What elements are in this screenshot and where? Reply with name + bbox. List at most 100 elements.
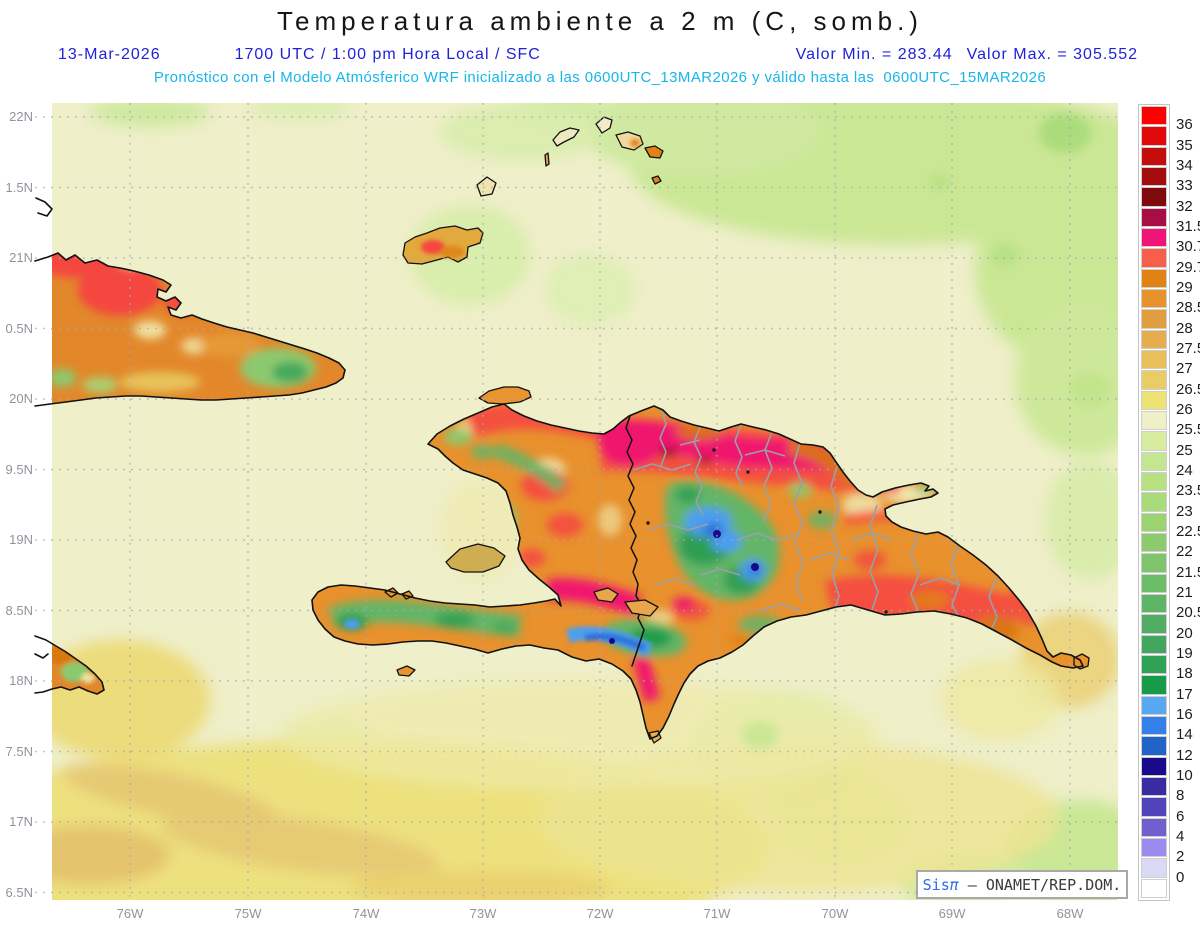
forecast-time: 1700 UTC / 1:00 pm Hora Local / SFC [234,46,541,63]
colorbar-box [1141,166,1167,187]
colorbar-box [1141,837,1167,858]
gonave-island [445,543,506,573]
header-info-line: 13-Mar-2026 1700 UTC / 1:00 pm Hora Loca… [0,46,1200,64]
y-axis-tick-label: 22N [9,109,33,124]
y-axis-tick-label: 20N [9,391,33,406]
colorbar-tick-label: 21.5 [1176,563,1200,581]
colorbar-tick-label: 2 [1176,848,1185,866]
pi-icon: π [949,875,959,894]
colorbar-box [1141,573,1167,593]
colorbar-box [1141,309,1167,329]
jamaica-coastline [34,635,105,695]
valor-max: Valor Max. = 305.552 [966,46,1138,63]
colorbar-box [1141,756,1167,776]
y-axis-tick-label: 1.5N [5,179,33,195]
colorbar-box [1141,126,1167,146]
colorbar-box [1141,593,1167,614]
x-axis-tick-label: 74W [352,906,380,921]
colorbar-tick-label: 20 [1176,624,1193,642]
x-axis-tick-label: 76W [116,906,144,921]
colorbar-box [1141,410,1167,431]
lake-azuei [593,587,619,603]
y-axis-tick-label: 9.5N [5,461,33,477]
colorbar-box [1141,614,1167,634]
colorbar-tick-label: 33 [1176,177,1193,195]
colorbar-tick-label: 34 [1176,156,1193,174]
x-axis-tick-label: 72W [586,906,614,921]
colorbar-box [1141,878,1167,898]
ile-a-vache [396,665,416,677]
x-axis-tick-label: 73W [469,906,497,921]
colorbar-tick-label: 25.5 [1176,421,1200,439]
y-axis-tick-label: 7.5N [5,743,33,759]
colorbar-box [1141,736,1167,756]
x-axis-tick-label: 75W [234,906,262,921]
model-init-line: Pronóstico con el Modelo Atmósferico WRF… [153,69,1047,86]
colorbar-box [1141,695,1167,715]
colorbar-tick-label: 25 [1176,441,1193,459]
colorbar-box [1141,654,1167,675]
colorbar-tick-label: 18 [1176,665,1193,683]
y-axis-tick-label: 0.5N [5,320,33,336]
y-axis-tick-label: 19N [9,532,33,547]
colorbar-tick-label: 27 [1176,360,1193,378]
small-islands [384,116,1090,744]
little-inagua-island [476,176,497,197]
colorbar-tick-label: 12 [1176,746,1193,764]
colorbar-box [1141,146,1167,167]
x-axis-tick-label: 69W [938,906,966,921]
forecast-date: 13-Mar-2026 [58,46,161,63]
colorbar-box [1141,675,1167,695]
page-title: Temperatura ambiente a 2 m (C, somb.) [277,6,923,36]
colorbar-box [1141,187,1167,207]
x-axis-tick-label: 70W [821,906,849,921]
colorbar-tick-label: 27.5 [1176,339,1200,357]
colorbar-box [1141,776,1167,797]
colorbar-box [1141,106,1167,126]
colorbar-box [1141,512,1167,532]
header: Temperatura ambiente a 2 m (C, somb.) 13… [0,0,1200,86]
colorbar-box [1141,858,1167,878]
grid-lines [35,103,1118,900]
colorbar-box [1141,370,1167,390]
watermark-badge: Sis π – ONAMET/REP.DOM. [916,870,1128,899]
coastlines [34,197,1084,740]
colorbar-box [1141,634,1167,654]
colorbar-box [1141,817,1167,837]
colorbar-box [1141,248,1167,268]
colorbar-tick-label: 22.5 [1176,522,1200,540]
colorbar-tick-label: 29.7 [1176,258,1200,276]
temperature-map-canvas [34,103,1118,900]
colorbar-tick-label: 26.5 [1176,380,1200,398]
colorbar-box [1141,329,1167,350]
y-axis-tick-label: 17N [9,814,33,829]
colorbar-tick-label: 21 [1176,583,1193,601]
colorbar-tick-label: 26 [1176,400,1193,418]
watermark-brand: Sis [922,875,950,894]
colorbar-box [1141,207,1167,228]
colorbar-tick-label: 36 [1176,116,1193,134]
colorbar-box [1141,553,1167,573]
colorbar-box [1141,227,1167,248]
colorbar-tick-label: 35 [1176,136,1193,154]
colorbar-tick-label: 17 [1176,685,1193,703]
colorbar-box [1141,532,1167,553]
colorbar-tick-label: 19 [1176,644,1193,662]
y-axis-tick-label: 18N [9,673,33,688]
haiti-dr-border [625,415,645,667]
colorbar-tick-label: 4 [1176,827,1185,845]
y-axis-tick-label: 6.5N [5,884,33,900]
x-axis-tick-label: 71W [703,906,731,921]
x-axis-tick-label: 68W [1056,906,1084,921]
colorbar-tick-label: 6 [1176,807,1185,825]
colorbar-tick-label: 24 [1176,461,1193,479]
colorbar-tick-label: 31.5 [1176,217,1200,235]
colorbar-tick-label: 8 [1176,787,1185,805]
colorbar-tick-label: 10 [1176,766,1193,784]
colorbar-frame [1138,104,1170,901]
turks-caicos-islands [595,116,613,134]
colorbar-tick-label: 32 [1176,197,1193,215]
colorbar-box [1141,390,1167,410]
colorbar-tick-label: 22 [1176,543,1193,561]
